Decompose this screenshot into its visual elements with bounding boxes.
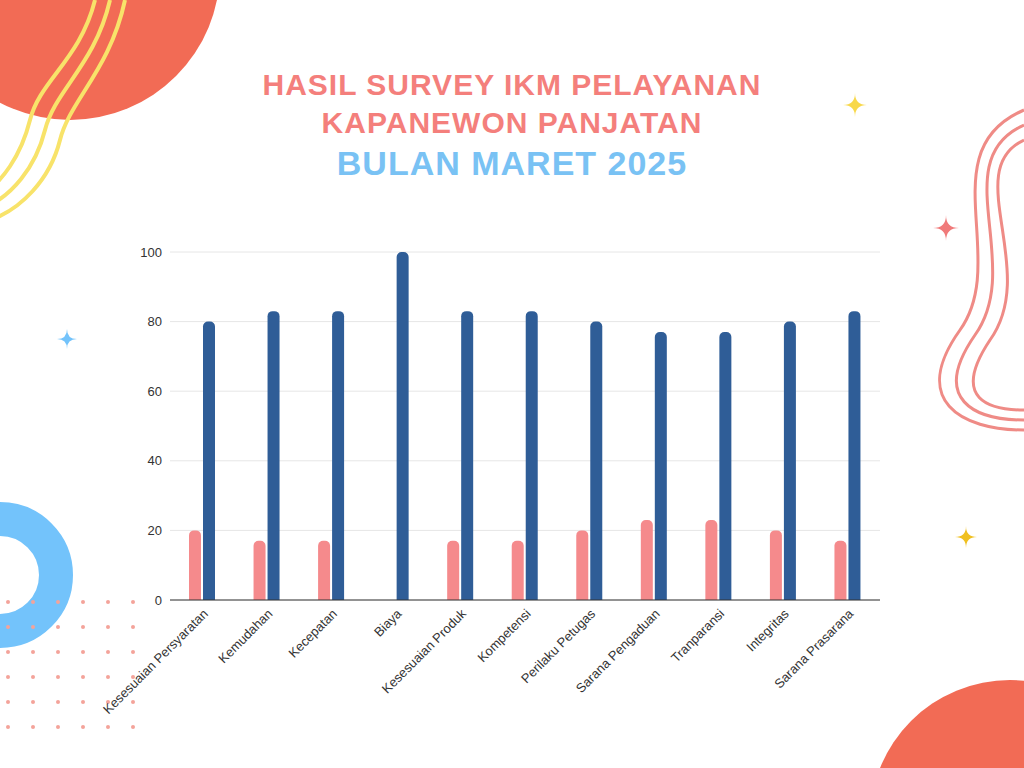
svg-text:Sarana Pengaduan: Sarana Pengaduan (573, 606, 663, 696)
svg-text:Kompetensi: Kompetensi (474, 606, 533, 665)
svg-text:20: 20 (148, 523, 162, 538)
svg-text:Integritas: Integritas (743, 606, 792, 655)
svg-text:Biaya: Biaya (371, 606, 405, 640)
svg-text:Kemudahan: Kemudahan (215, 606, 275, 666)
svg-text:Kecepatan: Kecepatan (285, 606, 340, 661)
svg-text:Kesesuaian Persyaratan: Kesesuaian Persyaratan (100, 606, 211, 717)
svg-text:40: 40 (148, 453, 162, 468)
svg-text:Kesesuaian Produk: Kesesuaian Produk (379, 606, 470, 697)
svg-text:0: 0 (155, 593, 162, 608)
html-text:BULAN MARET 2025: BULAN MARET 2025 (336, 144, 688, 182)
html-text:HASIL SURVEY IKM PELAYANAN KAP: HASIL SURVEY IKM PELAYANAN KAPANEWON PAN… (262, 68, 762, 139)
svg-text:Tranparansi: Tranparansi (668, 606, 727, 665)
svg-text:Perilaku Petugas: Perilaku Petugas (518, 606, 599, 687)
svg-text:60: 60 (148, 384, 162, 399)
svg-text:80: 80 (148, 314, 162, 329)
svg-text:Sarana Prasarana: Sarana Prasarana (771, 606, 857, 692)
svg-text:100: 100 (140, 245, 162, 260)
